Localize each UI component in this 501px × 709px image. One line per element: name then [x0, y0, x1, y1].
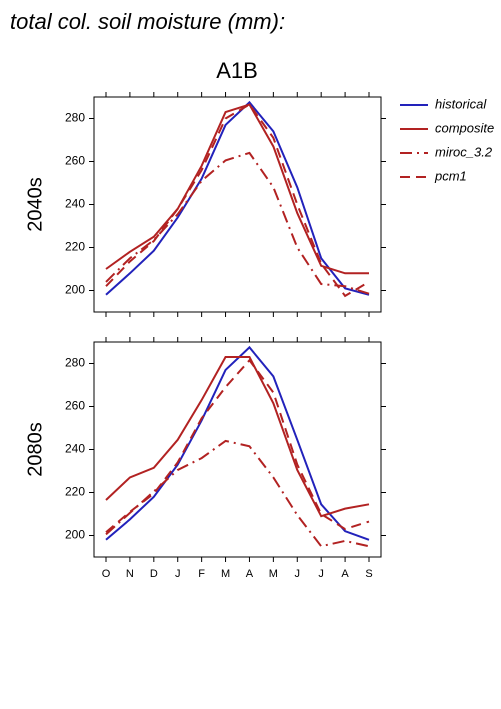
panel-label: 2040s [24, 177, 46, 232]
series-line [105, 439, 370, 548]
y-tick-label: 280 [65, 356, 85, 370]
series-line [105, 345, 370, 541]
chart-title: total col. soil moisture (mm): [10, 9, 285, 34]
y-tick-label: 200 [65, 528, 85, 542]
x-tick-label: N [126, 568, 134, 580]
x-tick-label: A [341, 568, 349, 580]
legend-label: historical [435, 96, 487, 111]
x-tick-label: J [295, 568, 301, 580]
y-tick-label: 260 [65, 154, 85, 168]
chart-subtitle: A1B [216, 58, 258, 83]
x-tick-label: J [175, 568, 181, 580]
x-tick-label: M [221, 568, 230, 580]
x-tick-label: D [150, 568, 158, 580]
legend-label: pcm1 [434, 168, 467, 183]
x-tick-label: M [269, 568, 278, 580]
series-line [105, 103, 369, 275]
y-tick-label: 220 [65, 240, 85, 254]
x-tick-label: O [102, 568, 111, 580]
series-line [105, 100, 370, 296]
legend-label: miroc_3.2 [435, 144, 493, 159]
series-line [105, 151, 370, 295]
y-tick-label: 220 [65, 485, 85, 499]
series-line [105, 103, 370, 298]
panel-label: 2080s [24, 422, 46, 477]
x-tick-label: A [246, 568, 254, 580]
y-tick-label: 200 [65, 283, 85, 297]
x-tick-label: F [198, 568, 205, 580]
y-tick-label: 240 [65, 442, 85, 456]
series-line [105, 358, 370, 534]
legend-label: composite [435, 120, 494, 135]
x-tick-label: J [318, 568, 324, 580]
y-tick-label: 280 [65, 111, 85, 125]
series-line [105, 356, 370, 518]
x-tick-label: S [365, 568, 372, 580]
y-tick-label: 240 [65, 197, 85, 211]
y-tick-label: 260 [65, 399, 85, 413]
